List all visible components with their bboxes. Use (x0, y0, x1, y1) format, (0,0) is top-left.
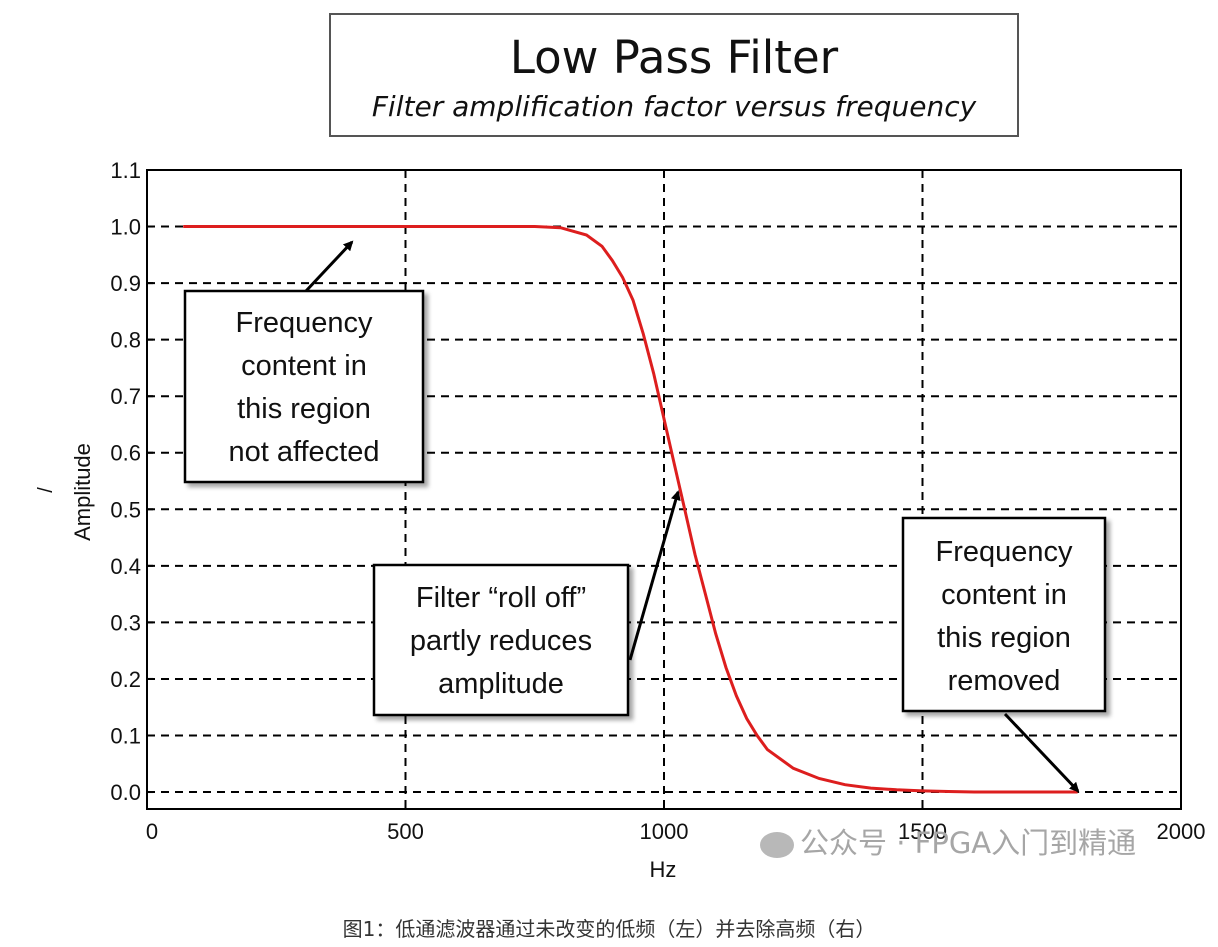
y-axis-label-mark: / (35, 487, 57, 493)
y-tick-label: 0.1 (110, 723, 141, 748)
plot-frame (146, 169, 1182, 810)
x-tick-label: 2000 (1157, 819, 1206, 844)
annotation-text-line: amplitude (438, 668, 564, 700)
wechat-icon (760, 832, 794, 858)
y-axis-label: Amplitude (70, 443, 95, 541)
annotation-text-line: not affected (228, 436, 379, 468)
annotation-arrow-removed (1003, 712, 1080, 793)
x-axis-label: Hz (650, 857, 677, 882)
annotation-text-line: this region (937, 622, 1071, 654)
annotation-text-line: partly reduces (410, 625, 592, 657)
annotation-text-line: content in (941, 579, 1067, 611)
chart-title-box: Low Pass Filter Filter amplification fac… (329, 13, 1019, 137)
y-tick-label: 0.4 (110, 554, 141, 579)
annotation-arrow-not-affected (304, 240, 354, 293)
x-tick-label: 1500 (898, 819, 947, 844)
y-tick-label: 0.0 (110, 780, 141, 805)
x-tick-label: 0 (146, 819, 158, 844)
y-tick-label: 0.9 (110, 271, 141, 296)
y-tick-label: 1.0 (110, 215, 141, 240)
x-tick-label: 500 (387, 819, 424, 844)
annotation-text-line: Frequency (935, 536, 1073, 568)
annotation-arrow-roll-off (628, 490, 681, 661)
annotation-text-line: removed (948, 665, 1061, 697)
annotation-text-line: content in (241, 350, 367, 382)
annotation-text-line: Filter “roll off” (416, 582, 586, 614)
grid-lines (147, 170, 1181, 809)
series-line-amplitude (183, 225, 1078, 794)
watermark: 公众号 · FPGA入门到精通 (760, 820, 1136, 862)
line-chart: 0.0 0.1 0.2 0.3 0.4 0.5 0.6 0.7 0.8 0.9 1.0 1.1 0 500… (35, 158, 1205, 882)
annotation-text-line: this region (237, 393, 371, 425)
axis-ticks: 0.0 0.1 0.2 0.3 0.4 0.5 0.6 0.7 0.8 0.9 1.0 1.1 0 500… (110, 158, 1205, 844)
y-tick-label: 0.6 (110, 441, 141, 466)
y-tick-label: 0.2 (110, 667, 141, 692)
chart-subtitle: Filter amplification factor versus frequ… (371, 90, 977, 123)
annotation-box-not-affected: Frequency content in this region not aff… (183, 289, 425, 484)
y-tick-label: 0.3 (110, 610, 141, 635)
annotation-box-roll-off: Filter “roll off” partly reduces amplitu… (372, 563, 630, 717)
y-tick-label: 0.5 (110, 497, 141, 522)
annotation-text-line: Frequency (235, 307, 373, 339)
chart-title: Low Pass Filter (509, 31, 839, 84)
y-tick-label: 0.8 (110, 328, 141, 353)
y-tick-label: 1.1 (110, 158, 141, 183)
watermark-text: 公众号 · FPGA入门到精通 (800, 826, 1137, 860)
annotation-box-removed: Frequency content in this region removed (901, 516, 1107, 713)
figure-caption: 图1：低通滤波器通过未改变的低频（左）并去除高频（右） (342, 917, 876, 941)
y-tick-label: 0.7 (110, 384, 141, 409)
x-tick-label: 1000 (640, 819, 689, 844)
